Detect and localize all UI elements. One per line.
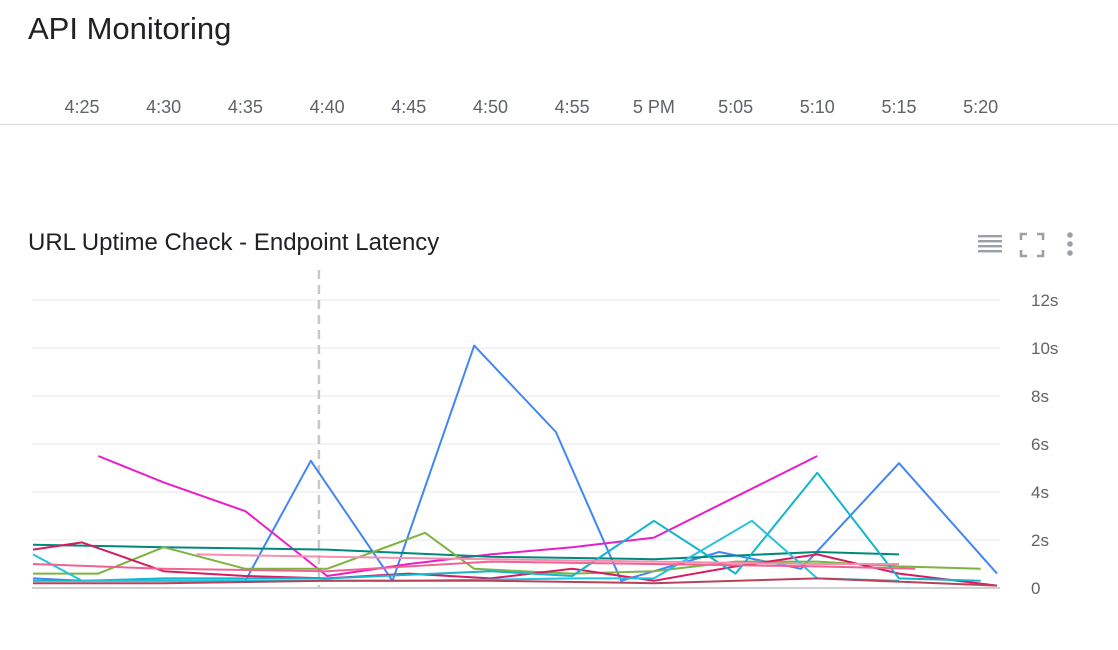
chart-title: URL Uptime Check - Endpoint Latency — [28, 229, 440, 256]
series-line-9 — [33, 577, 998, 587]
more-vert-icon[interactable] — [1055, 230, 1085, 260]
timeline-label: 4:35 — [227, 97, 263, 117]
y-tick-label: 8s — [1031, 387, 1049, 406]
timeline-label: 5:15 — [881, 97, 917, 117]
series-line-8 — [32, 560, 916, 573]
page-title: API Monitoring — [28, 11, 232, 46]
series-line-6 — [33, 471, 981, 582]
timeline-label: 4:55 — [554, 97, 590, 117]
timeline-label: 4:25 — [64, 97, 100, 117]
y-tick-label: 4s — [1031, 483, 1049, 502]
timeline-label: 5 PM — [632, 97, 675, 117]
y-tick-label: 10s — [1031, 339, 1058, 358]
latency-chart[interactable]: 0 2s 4s 6s 8s 10s 12s — [0, 262, 1118, 602]
timeline-label: 4:45 — [391, 97, 427, 117]
y-tick-label: 2s — [1031, 531, 1049, 550]
legend-list-icon[interactable] — [975, 230, 1005, 260]
y-tick-label: 6s — [1031, 435, 1049, 454]
y-tick-label: 0 — [1031, 579, 1040, 598]
timeline-label: 4:30 — [146, 97, 182, 117]
series-line-5 — [32, 541, 998, 587]
timeline-axis[interactable]: 4:25 4:30 4:35 4:40 4:45 4:50 4:55 5 PM 5:05 5:10… — [0, 90, 1118, 125]
series-line-10 — [196, 553, 899, 565]
series-line-4 — [33, 531, 981, 575]
timeline-label: 4:50 — [472, 97, 509, 117]
series-line-1 — [32, 344, 998, 582]
timeline-label: 4:40 — [309, 97, 345, 117]
chart-toolbar — [970, 230, 1080, 260]
timeline-label: 5:20 — [963, 97, 999, 117]
timeline-label: 5:05 — [718, 97, 754, 117]
y-tick-label: 12s — [1031, 291, 1058, 310]
fullscreen-icon[interactable] — [1017, 230, 1047, 260]
timeline-label: 5:10 — [799, 97, 835, 117]
series-line-7 — [32, 519, 900, 582]
